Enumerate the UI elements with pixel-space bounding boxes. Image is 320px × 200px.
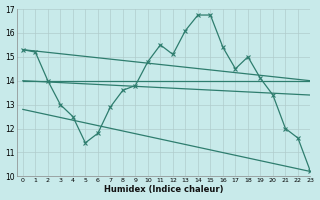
X-axis label: Humidex (Indice chaleur): Humidex (Indice chaleur)	[104, 185, 223, 194]
